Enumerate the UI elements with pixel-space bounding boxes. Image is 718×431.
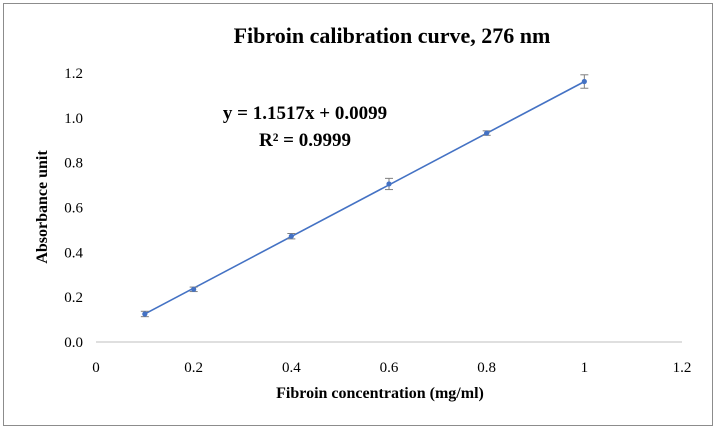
chart-frame xyxy=(3,3,713,426)
y-tick-label: 0.0 xyxy=(64,335,83,351)
data-point xyxy=(191,286,197,292)
y-tick-label: 1.2 xyxy=(64,66,83,82)
x-axis-title: Fibroin concentration (mg/ml) xyxy=(276,385,484,402)
x-tick-label: 0.2 xyxy=(184,360,203,376)
data-point xyxy=(484,130,490,136)
x-tick-label: 1 xyxy=(581,360,589,376)
y-axis-title: Absorbance unit xyxy=(34,150,51,264)
x-tick-label: 0.4 xyxy=(282,360,301,376)
y-tick-label: 1.0 xyxy=(64,111,83,127)
y-tick-label: 0.4 xyxy=(64,245,83,261)
x-tick-label: 0 xyxy=(92,360,100,376)
y-tick-label: 0.2 xyxy=(64,290,83,306)
data-point xyxy=(386,181,392,187)
data-point xyxy=(581,78,587,85)
trendline xyxy=(144,80,585,315)
trendline-r-squared: R² = 0.9999 xyxy=(259,130,351,151)
data-point xyxy=(142,311,148,317)
x-tick-label: 0.8 xyxy=(477,360,496,376)
x-tick-label: 1.2 xyxy=(673,360,692,376)
y-tick-label: 0.8 xyxy=(64,156,83,172)
trendline-equation: y = 1.1517x + 0.0099 xyxy=(223,103,387,124)
y-tick-label: 0.6 xyxy=(64,201,83,217)
x-tick-label: 0.6 xyxy=(380,360,399,376)
chart-title: Fibroin calibration curve, 276 nm xyxy=(234,23,551,48)
data-point xyxy=(288,233,294,239)
